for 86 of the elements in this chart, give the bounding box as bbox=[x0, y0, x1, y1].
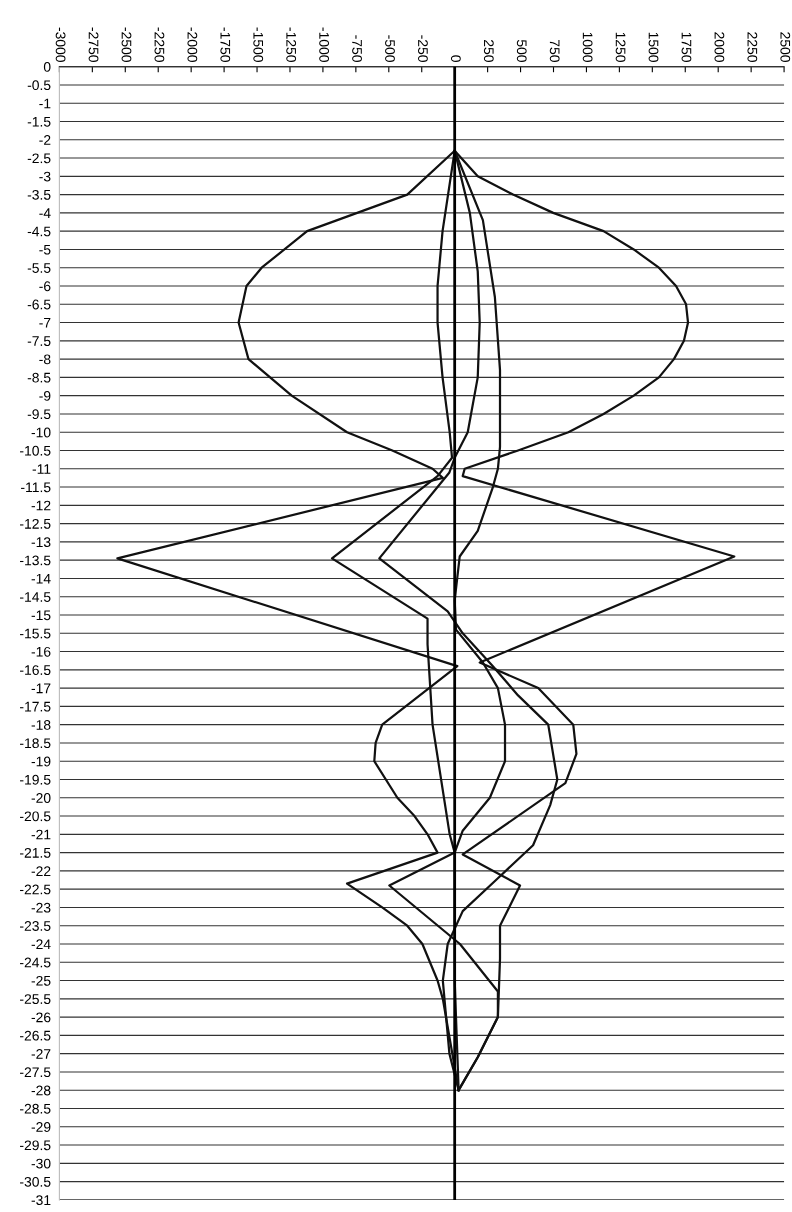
x-tick-label: 2250 bbox=[747, 32, 758, 62]
y-tick-label: -31 bbox=[31, 1195, 51, 1206]
x-tick-label: -1500 bbox=[253, 27, 264, 62]
y-tick-label: -16 bbox=[31, 646, 51, 657]
y-tick-label: -25.5 bbox=[20, 994, 51, 1004]
y-tick-label: -6.5 bbox=[27, 299, 51, 310]
y-tick-label: -7 bbox=[39, 318, 51, 328]
y-tick-label: -9.5 bbox=[27, 409, 51, 420]
y-tick-label: -4.5 bbox=[27, 226, 51, 237]
y-tick-label: -9 bbox=[39, 390, 51, 401]
y-tick-label: -7.5 bbox=[27, 336, 51, 346]
y-tick-label: -4 bbox=[39, 208, 51, 218]
y-tick-label: -18.5 bbox=[20, 738, 51, 749]
y-tick-label: -29 bbox=[31, 1122, 51, 1132]
y-tick-label: -28 bbox=[31, 1085, 51, 1096]
y-tick-label: -30 bbox=[31, 1158, 51, 1169]
y-tick-label: -5.5 bbox=[27, 263, 51, 273]
y-tick-label: -11 bbox=[32, 464, 51, 474]
y-tick-label: -21.5 bbox=[20, 847, 51, 858]
x-tick-label: -750 bbox=[352, 35, 362, 62]
x-tick-label: -1750 bbox=[220, 27, 231, 62]
y-tick-label: -30.5 bbox=[20, 1176, 51, 1187]
y-tick-label: -20.5 bbox=[20, 811, 51, 822]
y-tick-label: -14.5 bbox=[20, 592, 51, 602]
x-tick-label: 750 bbox=[549, 40, 560, 62]
y-tick-label: -3.5 bbox=[27, 189, 51, 200]
x-tick-label: -500 bbox=[385, 35, 395, 62]
y-tick-label: -12 bbox=[31, 500, 51, 511]
y-tick-label: -22 bbox=[31, 866, 51, 876]
x-tick-label: 0 bbox=[450, 55, 461, 62]
y-tick-label: -28.5 bbox=[20, 1103, 51, 1114]
x-tick-label: -3000 bbox=[55, 27, 66, 62]
y-tick-label: -2 bbox=[39, 135, 51, 145]
y-tick-label: -25 bbox=[31, 975, 51, 986]
x-tick-label: 1750 bbox=[681, 32, 692, 62]
y-tick-label: -16.5 bbox=[20, 665, 51, 675]
y-tick-label: -29.5 bbox=[20, 1140, 51, 1151]
y-tick-label: -19.5 bbox=[20, 774, 51, 785]
y-tick-label: -12.5 bbox=[20, 518, 51, 529]
y-tick-label: -3 bbox=[39, 171, 51, 182]
x-tick-label: -2250 bbox=[154, 27, 165, 62]
y-tick-label: 0 bbox=[43, 61, 51, 72]
y-tick-label: -0.5 bbox=[27, 80, 51, 91]
y-tick-label: -26 bbox=[31, 1012, 51, 1023]
y-tick-label: -23.5 bbox=[20, 921, 51, 931]
x-tick-label: -2500 bbox=[121, 27, 132, 62]
y-tick-label: -17.5 bbox=[20, 701, 51, 712]
y-tick-label: -19 bbox=[31, 756, 51, 767]
y-tick-label: -8 bbox=[39, 354, 51, 365]
y-tick-label: -27.5 bbox=[20, 1067, 51, 1078]
y-tick-label: -24 bbox=[31, 939, 51, 950]
y-tick-label: -20 bbox=[31, 793, 51, 803]
y-tick-label: -2.5 bbox=[27, 153, 51, 164]
x-tick-label: 1500 bbox=[648, 32, 659, 62]
x-tick-label: -2750 bbox=[88, 27, 99, 62]
x-tick-label: 500 bbox=[516, 39, 527, 62]
y-tick-label: -1 bbox=[39, 98, 51, 109]
x-tick-label: -2000 bbox=[187, 27, 198, 62]
y-tick-label: -11.5 bbox=[21, 482, 51, 493]
y-tick-label: -23 bbox=[31, 902, 51, 913]
x-tick-label: -1000 bbox=[319, 27, 330, 62]
x-tick-label: 250 bbox=[483, 40, 494, 62]
x-tick-label: 2000 bbox=[714, 32, 725, 62]
x-tick-label: 2500 bbox=[780, 32, 791, 62]
y-tick-label: -14 bbox=[31, 573, 51, 584]
y-tick-label: -27 bbox=[31, 1048, 51, 1059]
y-tick-label: -17 bbox=[31, 683, 51, 694]
y-tick-label: -22.5 bbox=[20, 884, 51, 895]
y-tick-label: -24.5 bbox=[20, 957, 51, 968]
y-tick-label: -10 bbox=[31, 427, 51, 438]
x-tick-label: 1000 bbox=[582, 32, 593, 62]
y-tick-label: -10.5 bbox=[20, 445, 51, 456]
x-tick-label: -1250 bbox=[286, 27, 297, 62]
y-tick-label: -1.5 bbox=[27, 116, 51, 127]
y-tick-label: -13.5 bbox=[20, 555, 51, 566]
y-tick-label: -15 bbox=[31, 610, 51, 621]
x-tick-label: 1250 bbox=[615, 32, 626, 62]
y-tick-label: -13 bbox=[31, 537, 51, 548]
y-tick-label: -18 bbox=[31, 719, 51, 730]
y-tick-label: -6 bbox=[39, 281, 51, 292]
y-tick-label: -21 bbox=[31, 829, 51, 840]
x-tick-label: -250 bbox=[418, 35, 428, 62]
y-tick-label: -15.5 bbox=[20, 628, 51, 639]
y-tick-label: -26.5 bbox=[20, 1030, 51, 1041]
y-tick-label: -8.5 bbox=[27, 372, 51, 383]
y-tick-label: -5 bbox=[39, 244, 51, 255]
